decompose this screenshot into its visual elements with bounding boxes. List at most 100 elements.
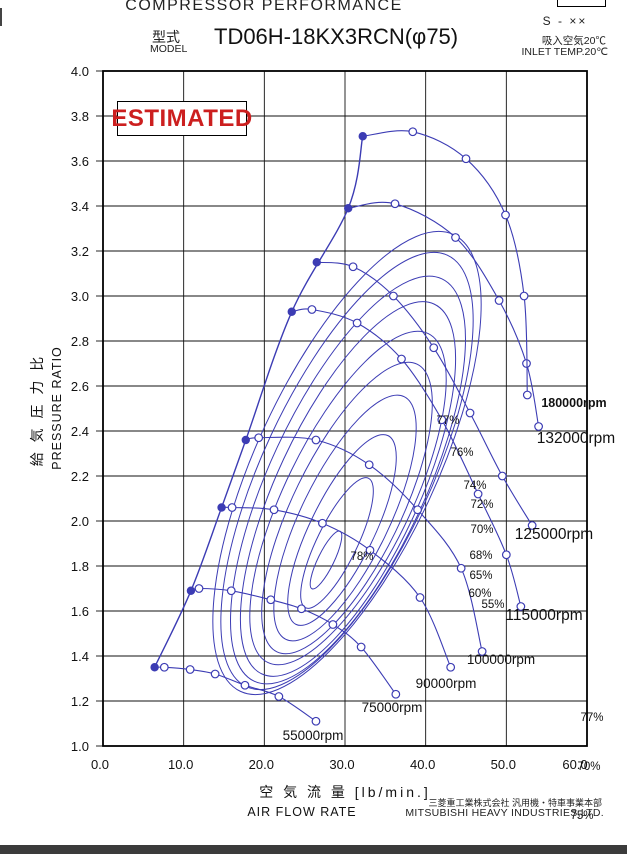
efficiency-labels: 78% 77% 76% 74% 72% 70% 68% 65% 60%55% 77% 70% 75% — [350, 415, 603, 822]
surge-point-marker — [186, 586, 196, 595]
inlet-temp-en: INLET TEMP.20℃ — [521, 46, 609, 58]
surge-point-marker — [217, 503, 226, 512]
efficiency-label-74%: 74% — [463, 480, 486, 492]
speed-line-marker — [494, 296, 504, 305]
rpm-labels: 55000rpm 75000rpm 90000rpm 100000rpm 115000r… — [283, 396, 616, 743]
surge-point-marker — [344, 204, 353, 213]
efficiency-label-77%: 77% — [436, 415, 459, 427]
y-tick-label: 2.6 — [71, 379, 89, 394]
speed-line-marker — [266, 595, 276, 605]
speed-line-marker — [413, 505, 423, 515]
rpm-label-90000rpm: 90000rpm — [416, 676, 477, 691]
model-label-en: MODEL — [150, 43, 188, 55]
speed-line-marker — [311, 716, 321, 726]
inlet-temp-jp: 吸入空気20℃ — [541, 35, 606, 47]
model-label-jp: 型式 — [152, 29, 180, 45]
x-tick-label: 0.0 — [91, 757, 109, 772]
speed-line-marker — [185, 665, 195, 674]
stray-label: 70% — [577, 761, 600, 773]
speed-line-marker — [307, 305, 317, 314]
estimated-stamp: ESTIMATED — [111, 101, 252, 136]
bottom-bar — [0, 845, 627, 854]
y-tick-label: 1.2 — [71, 694, 89, 709]
speed-line-marker — [501, 550, 511, 560]
speed-line-marker — [415, 593, 425, 602]
efficiency-label-70%: 70% — [470, 524, 493, 536]
speed-line-marker — [391, 689, 401, 699]
scan-edge-artifact — [0, 8, 2, 26]
y-tick-label: 3.0 — [71, 289, 89, 304]
speed-line-115000rpm — [291, 308, 522, 607]
axis-tick-labels: 1.0 1.2 1.4 1.6 1.8 2.0 2.2 2.4 2.6 2.8 3.0 3.2 3.4 3… — [71, 64, 588, 772]
speed-line-marker — [226, 586, 236, 596]
speed-line-180000rpm — [362, 130, 528, 396]
speed-line-132000rpm — [348, 201, 540, 427]
speed-line-marker — [311, 435, 321, 445]
speed-line-marker — [389, 291, 398, 301]
page-title: COMPRESSOR PERFORMANCE — [125, 0, 403, 14]
speed-line-marker — [408, 127, 418, 137]
rpm-label-115000rpm: 115000rpm — [505, 607, 582, 624]
y-tick-label: 1.4 — [71, 649, 89, 664]
efficiency-label-55%: 55% — [481, 599, 504, 611]
efficiency-label-78%: 78% — [350, 551, 373, 563]
plot-border — [102, 70, 588, 747]
efficiency-contour-78% — [309, 530, 343, 590]
efficiency-label-76%: 76% — [450, 447, 473, 459]
speed-line-marker — [522, 390, 532, 400]
speed-line-marker — [194, 584, 204, 593]
efficiency-label-60%: 60% — [468, 588, 491, 600]
speed-line-marker — [519, 291, 529, 301]
x-tick-label: 40.0 — [410, 757, 435, 772]
speed-line-marker — [501, 210, 510, 220]
y-tick-label: 3.6 — [71, 154, 89, 169]
efficiency-contour-60% — [220, 251, 474, 691]
speed-line-marker — [477, 647, 487, 656]
rpm-label-100000rpm: 100000rpm — [467, 652, 535, 667]
y-tick-label: 3.8 — [71, 109, 89, 124]
surge-point-marker — [150, 663, 159, 672]
top-right-box — [557, 0, 606, 7]
y-tick-label: 2.0 — [71, 514, 89, 529]
speed-line-marker — [240, 680, 250, 690]
x-tick-label: 30.0 — [329, 757, 354, 772]
speed-line-marker — [497, 471, 507, 481]
efficiency-label-72%: 72% — [470, 499, 493, 511]
efficiency-contour-74% — [273, 394, 417, 642]
speed-line-marker — [390, 199, 400, 209]
y-tick-label: 2.4 — [71, 424, 89, 439]
rpm-label-125000rpm: 125000rpm — [515, 526, 593, 543]
speed-line-marker — [352, 318, 362, 328]
rpm-label-180000rpm: 180000rpm — [541, 396, 606, 410]
x-tick-label: 10.0 — [168, 757, 193, 772]
speed-line-marker — [456, 563, 466, 573]
y-axis-title-en: PRESSURE RATIO — [50, 346, 64, 470]
efficiency-label-65%: 65% — [469, 570, 492, 582]
speed-line-marker — [461, 154, 471, 164]
x-tick-label: 60.0 — [562, 757, 587, 772]
efficiency-contour-72% — [261, 361, 433, 655]
surge-point-marker — [358, 132, 367, 141]
efficiency-contour-76% — [287, 434, 397, 626]
surge-point-marker — [241, 435, 250, 445]
y-tick-label: 1.8 — [71, 559, 89, 574]
speed-line-marker — [328, 620, 338, 629]
speed-line-100000rpm — [245, 436, 483, 652]
speed-lines — [150, 127, 543, 726]
y-tick-label: 1.0 — [71, 739, 89, 754]
efficiency-contour-70% — [249, 330, 447, 666]
y-tick-label: 2.2 — [71, 469, 89, 484]
speed-line-marker — [227, 503, 237, 512]
x-tick-label: 20.0 — [249, 757, 274, 772]
company-name-en: MITSUBISHI HEAVY INDUSTRIES,LTD. — [405, 807, 604, 819]
speed-line-marker — [446, 662, 456, 672]
speed-line-marker — [269, 505, 279, 515]
speed-line-marker — [254, 433, 264, 443]
speed-line-marker — [159, 662, 169, 672]
y-tick-label: 4.0 — [71, 64, 89, 79]
gridlines — [96, 70, 588, 747]
stray-label: 75% — [570, 810, 593, 822]
speed-line-marker — [365, 545, 375, 555]
